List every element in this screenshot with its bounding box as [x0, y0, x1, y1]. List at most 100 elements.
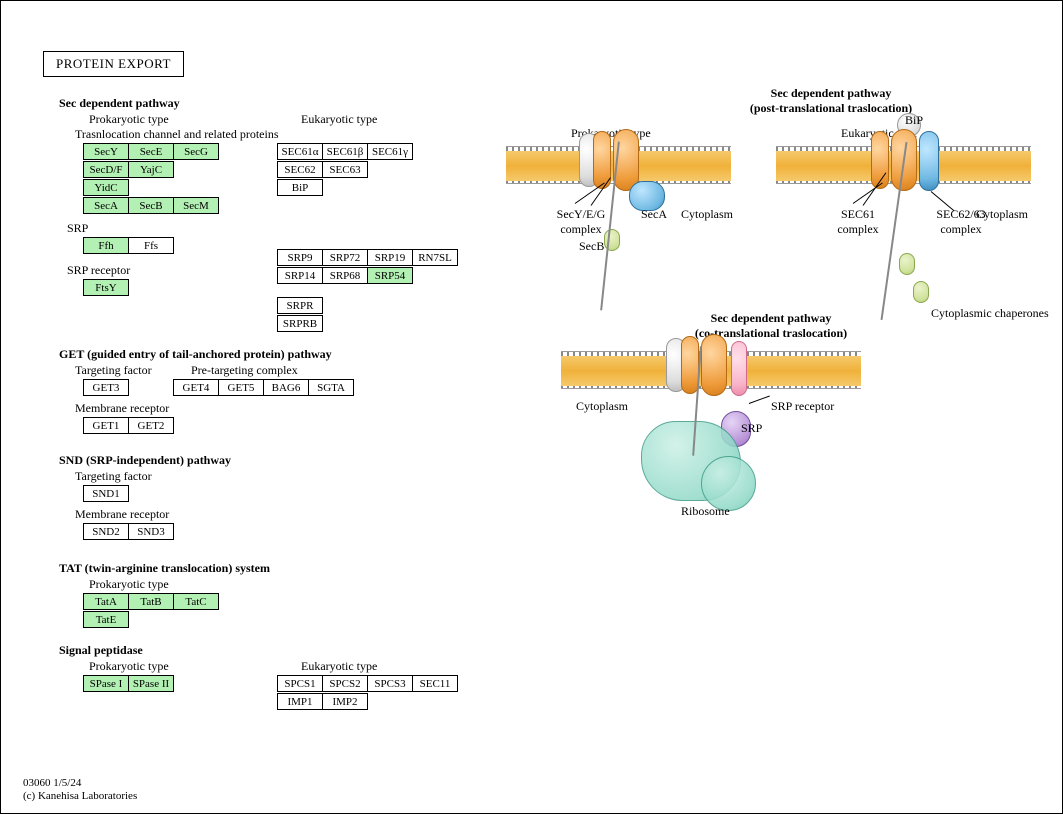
get-pretarget-0-1[interactable]: GET5 — [218, 379, 264, 396]
sec-prok-row-2: YidC — [83, 179, 129, 196]
cytoplasm-prok: Cytoplasm — [681, 207, 733, 222]
sec-euk-0-1[interactable]: SEC61β — [322, 143, 368, 160]
tat-0-2[interactable]: TatC — [173, 593, 219, 610]
srp-rec-euk-1-0[interactable]: SRPRB — [277, 315, 323, 332]
tat-heading: TAT (twin-arginine translocation) system — [59, 561, 270, 576]
sec-prok-3-1[interactable]: SecB — [128, 197, 174, 214]
sec-prok-3-0[interactable]: SecA — [83, 197, 129, 214]
get-pretarget-0-3[interactable]: SGTA — [308, 379, 354, 396]
get-pretarget-0-2[interactable]: BAG6 — [263, 379, 309, 396]
sec-euk-0-0[interactable]: SEC61α — [277, 143, 323, 160]
chap2 — [913, 281, 929, 303]
snd-rec-0-1[interactable]: SND3 — [128, 523, 174, 540]
sec-prok-label: Prokaryotic type — [89, 112, 169, 127]
srp-label: SRP — [741, 421, 762, 436]
get-pretarget-label: Pre-targeting complex — [191, 363, 298, 378]
sec-prok-0-1[interactable]: SecE — [128, 143, 174, 160]
sec-prok-0-0[interactable]: SecY — [83, 143, 129, 160]
sec-prok-row-3: SecASecBSecM — [83, 197, 219, 214]
srp-rec-euk-row-1: SRPRB — [277, 315, 323, 332]
srp-prok-0-1[interactable]: Ffs — [128, 237, 174, 254]
sec-channel-label: Trasnlocation channel and related protei… — [75, 127, 279, 142]
srp-euk-1-2[interactable]: SRP54 — [367, 267, 413, 284]
pep-euk-1-0[interactable]: IMP1 — [277, 693, 323, 710]
snd-rec-row-0: SND2SND3 — [83, 523, 174, 540]
bip-label: BiP — [905, 113, 923, 128]
diagram-post-title: Sec dependent pathway (post-translationa… — [701, 86, 961, 116]
cytoplasm-co: Cytoplasm — [576, 399, 628, 414]
tat-0-0[interactable]: TatA — [83, 593, 129, 610]
snd-rec-label: Membrane receptor — [75, 507, 169, 522]
pep-euk-1-1[interactable]: IMP2 — [322, 693, 368, 710]
secb-label: SecB — [579, 239, 604, 254]
footer-copyright: (c) Kanehisa Laboratories — [23, 790, 137, 802]
sec-euk-1-0[interactable]: SEC62 — [277, 161, 323, 178]
tat-1-0[interactable]: TatE — [83, 611, 129, 628]
pep-euk-0-0[interactable]: SPCS1 — [277, 675, 323, 692]
chaperones-label: Cytoplasmic chaperones — [931, 306, 1049, 321]
ribosome-blob2 — [701, 456, 756, 511]
pep-prok-label: Prokaryotic type — [89, 659, 169, 674]
seca-label: SecA — [641, 207, 667, 222]
sec-prok-1-0[interactable]: SecD/F — [83, 161, 129, 178]
tat-0-1[interactable]: TatB — [128, 593, 174, 610]
srp-euk-0-0[interactable]: SRP9 — [277, 249, 323, 266]
sec-prok-row-0: SecYSecESecG — [83, 143, 219, 160]
pep-prok-0-1[interactable]: SPase II — [128, 675, 174, 692]
srp-euk-1-1[interactable]: SRP68 — [322, 267, 368, 284]
cytoplasm-euk-post: Cytoplasm — [976, 207, 1028, 222]
tat-row-0: TatATatBTatC — [83, 593, 219, 610]
srp-euk-0-1[interactable]: SRP72 — [322, 249, 368, 266]
secyeg-label: SecY/E/G complex — [541, 207, 621, 237]
pep-euk-0-1[interactable]: SPCS2 — [322, 675, 368, 692]
pep-euk-0-3[interactable]: SEC11 — [412, 675, 458, 692]
srp-rec-euk-row-0: SRPR — [277, 297, 323, 314]
srp-rec-euk-0-0[interactable]: SRPR — [277, 297, 323, 314]
sec-heading: Sec dependent pathway — [59, 96, 180, 111]
sec-prok-row-1: SecD/FYajC — [83, 161, 174, 178]
srp-prok-row-0: FfhFfs — [83, 237, 174, 254]
srp-label: SRP — [67, 221, 88, 236]
pep-heading: Signal peptidase — [59, 643, 143, 658]
sec-euk-row-0: SEC61αSEC61βSEC61γ — [277, 143, 413, 160]
sec61-label: SEC61 complex — [823, 207, 893, 237]
sec-prok-2-0[interactable]: YidC — [83, 179, 129, 196]
sec-euk-0-2[interactable]: SEC61γ — [367, 143, 413, 160]
srp-euk-0-3[interactable]: RN7SL — [412, 249, 458, 266]
pep-euk-0-2[interactable]: SPCS3 — [367, 675, 413, 692]
pep-prok-0-0[interactable]: SPase I — [83, 675, 129, 692]
sec-euk-2-0[interactable]: BiP — [277, 179, 323, 196]
get-rec-0-1[interactable]: GET2 — [128, 417, 174, 434]
sec-euk-row-1: SEC62SEC63 — [277, 161, 368, 178]
co-orange-right — [701, 334, 727, 396]
get-target-label: Targeting factor — [75, 363, 152, 378]
pep-prok-row-0: SPase ISPase II — [83, 675, 174, 692]
srp-rec-prok-0-0[interactable]: FtsY — [83, 279, 129, 296]
srp-receptor-label: SRP receptor — [771, 399, 834, 414]
srp-euk-row-0: SRP9SRP72SRP19RN7SL — [277, 249, 458, 266]
sec-euk-1-1[interactable]: SEC63 — [322, 161, 368, 178]
snd-target-0-0[interactable]: SND1 — [83, 485, 129, 502]
get-target-row-0: GET3 — [83, 379, 129, 396]
sec-euk-row-2: BiP — [277, 179, 323, 196]
srp-euk-1-0[interactable]: SRP14 — [277, 267, 323, 284]
snd-target-label: Targeting factor — [75, 469, 152, 484]
sec-prok-3-2[interactable]: SecM — [173, 197, 219, 214]
get-target-0-0[interactable]: GET3 — [83, 379, 129, 396]
get-rec-0-0[interactable]: GET1 — [83, 417, 129, 434]
snd-rec-0-0[interactable]: SND2 — [83, 523, 129, 540]
tat-prok-label: Prokaryotic type — [89, 577, 169, 592]
sec-prok-0-2[interactable]: SecG — [173, 143, 219, 160]
get-pretarget-0-0[interactable]: GET4 — [173, 379, 219, 396]
srp-prok-0-0[interactable]: Ffh — [83, 237, 129, 254]
get-rec-row-0: GET1GET2 — [83, 417, 174, 434]
srp-euk-0-2[interactable]: SRP19 — [367, 249, 413, 266]
sec6263-blob — [919, 131, 939, 191]
sec-prok-1-1[interactable]: YajC — [128, 161, 174, 178]
page-title: PROTEIN EXPORT — [43, 51, 184, 77]
diagram-co-title: Sec dependent pathway (co-translational … — [641, 311, 901, 341]
pep-euk-row-0: SPCS1SPCS2SPCS3SEC11 — [277, 675, 458, 692]
srp-rec-label: SRP receptor — [67, 263, 130, 278]
srp-rec-prok-row-0: FtsY — [83, 279, 129, 296]
get-heading: GET (guided entry of tail-anchored prote… — [59, 347, 332, 362]
